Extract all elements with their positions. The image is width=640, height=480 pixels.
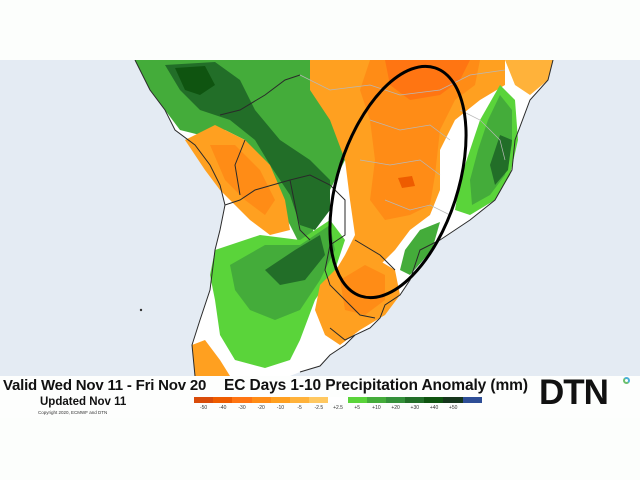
legend-swatch [309, 397, 329, 403]
legend-tick-label: +30 [410, 405, 420, 411]
legend-swatch [251, 397, 271, 403]
precipitation-anomaly-map [0, 60, 640, 376]
dry-anomaly-chile [192, 340, 230, 376]
legend-tick-label: -50 [199, 405, 208, 411]
dry-anomaly-east-edge [505, 60, 553, 95]
wet-anomaly-north-core [165, 62, 330, 230]
wet-anomaly-southeast [400, 222, 440, 275]
legend-tick-label: -30 [238, 405, 246, 411]
legend-swatch [289, 397, 310, 403]
legend-tick-label: +20 [391, 405, 400, 411]
island-marker [139, 308, 143, 312]
valid-period-label: Valid Wed Nov 11 - Fri Nov 20 [3, 377, 207, 394]
color-legend [194, 397, 482, 403]
legend-tick-label: +5 [354, 405, 361, 411]
coastline-east [299, 60, 554, 373]
wet-anomaly-north-peak [175, 66, 215, 95]
legend-tick-label: +10 [372, 405, 381, 411]
legend-tick-label: -2.5 [314, 405, 324, 411]
legend-ticks: -50 -40 -30 -20 -10 -5 -2.5 +2.5 +5 +10 +20 +30 +40 +… [194, 405, 486, 413]
legend-swatch [232, 397, 252, 403]
legend-swatch [443, 397, 463, 403]
legend-swatch [462, 397, 482, 403]
legend-swatch [328, 397, 348, 403]
wet-anomaly-central-peak [265, 235, 325, 285]
legend-swatch [347, 397, 367, 403]
map-graphic [134, 60, 554, 376]
updated-label: Updated Nov 11 [40, 396, 127, 408]
dry-anomaly-uruguay-core [340, 265, 385, 315]
bottom-whitespace [0, 418, 640, 480]
legend-swatch [194, 397, 214, 403]
copyright-label: Copyright 2020, ECMWF and DTN [38, 410, 108, 415]
highlight-ellipse [328, 64, 468, 300]
legend-swatch [213, 397, 233, 403]
legend-swatch [405, 397, 425, 403]
legend-tick-label: -10 [276, 405, 285, 411]
legend-swatch [366, 397, 386, 403]
dry-anomaly-brazil-peak [398, 176, 415, 188]
legend-tick-label: +40 [429, 405, 439, 411]
state-borders [299, 69, 506, 216]
legend-tick-label: -40 [219, 405, 227, 411]
legend-tick-label: +50 [448, 405, 458, 411]
wet-anomaly-coast-peak [490, 135, 512, 185]
country-borders [134, 60, 396, 376]
legend-swatch [385, 397, 406, 403]
dtn-logo-circle-icon [623, 377, 630, 384]
dry-anomaly-northwest-core [210, 145, 275, 215]
dtn-logo: DTN [539, 373, 609, 412]
dry-anomaly-brazil-mid [360, 60, 480, 220]
legend-tick-label: -20 [257, 405, 265, 411]
legend-tick-label: -5 [297, 405, 302, 411]
legend-tick-label: +2.5 [333, 405, 343, 411]
legend-swatch [270, 397, 290, 403]
map-title: EC Days 1-10 Precipitation Anomaly (mm) [224, 377, 528, 394]
legend-swatch [424, 397, 444, 403]
